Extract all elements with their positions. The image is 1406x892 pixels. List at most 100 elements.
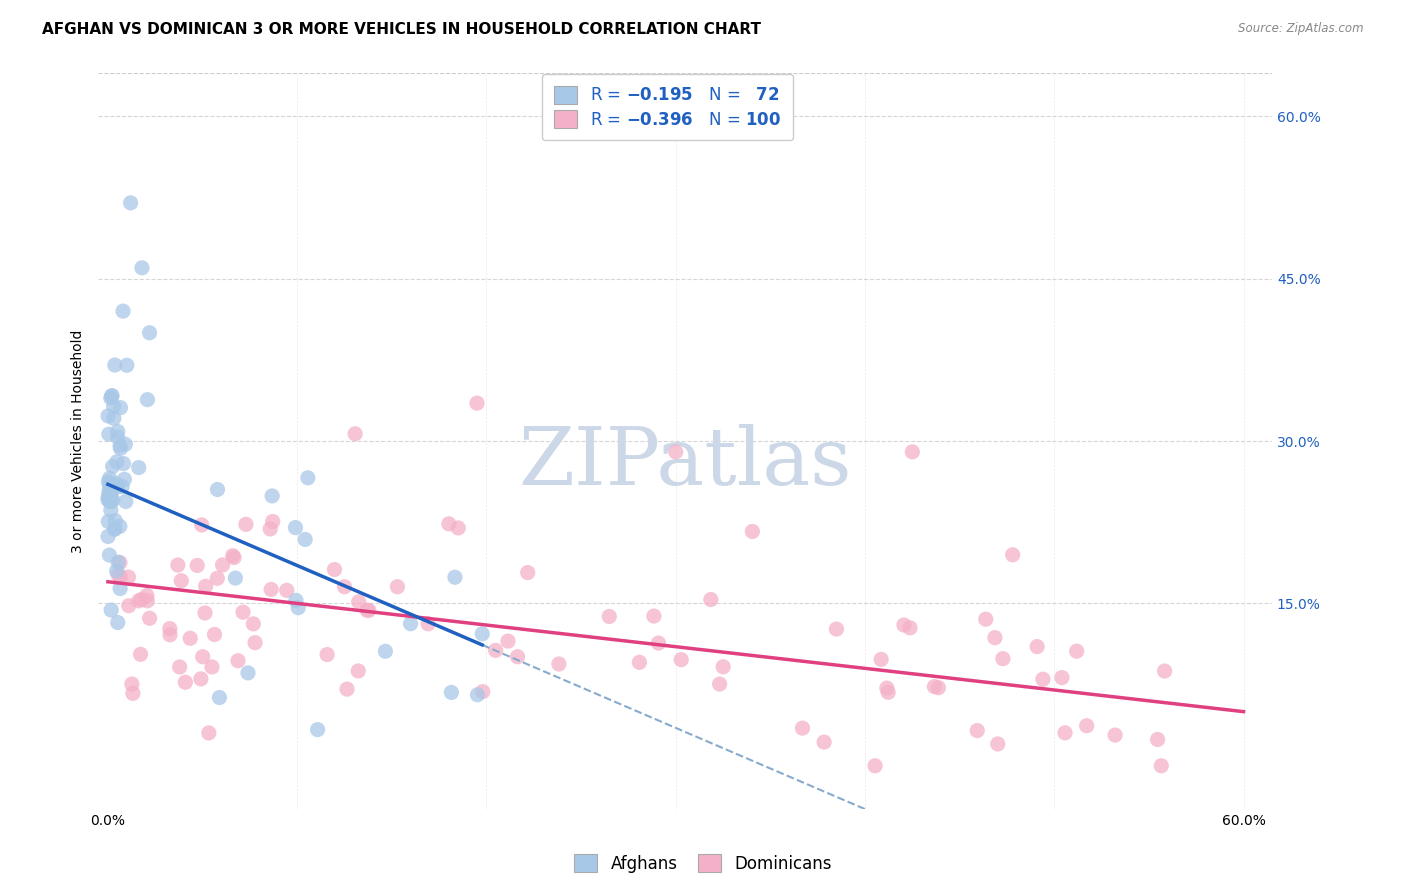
Point — [984, 631, 1007, 645]
Point — [105, 564, 128, 578]
Point — [297, 471, 319, 485]
Point — [167, 558, 190, 572]
Point — [598, 609, 620, 624]
Point — [242, 616, 264, 631]
Point — [103, 411, 125, 425]
Point — [98, 494, 121, 508]
Point — [138, 326, 160, 340]
Point — [108, 439, 131, 453]
Point — [100, 391, 122, 405]
Point — [98, 476, 121, 491]
Point — [336, 682, 359, 697]
Point — [100, 503, 122, 517]
Text: Source: ZipAtlas.com: Source: ZipAtlas.com — [1239, 22, 1364, 36]
Point — [741, 524, 763, 539]
Point — [1066, 644, 1088, 658]
Point — [260, 582, 283, 597]
Point — [104, 358, 127, 372]
Point — [98, 471, 121, 485]
Point — [211, 558, 233, 572]
Point — [222, 549, 245, 563]
Point — [191, 649, 214, 664]
Point — [444, 570, 467, 584]
Point — [792, 721, 814, 735]
Point — [471, 684, 494, 698]
Point — [347, 664, 370, 678]
Point — [97, 515, 120, 529]
Point — [901, 445, 924, 459]
Point — [284, 593, 307, 607]
Point — [876, 681, 898, 695]
Point — [548, 657, 571, 671]
Point — [112, 457, 135, 471]
Point — [974, 612, 997, 626]
Point — [1146, 732, 1168, 747]
Point — [128, 460, 150, 475]
Point — [114, 494, 136, 508]
Point — [1153, 664, 1175, 678]
Point — [136, 392, 159, 407]
Point — [399, 616, 422, 631]
Point — [118, 599, 141, 613]
Point — [316, 648, 339, 662]
Point — [471, 627, 494, 641]
Point — [235, 517, 257, 532]
Point — [323, 562, 346, 576]
Point — [117, 570, 139, 584]
Point — [387, 580, 409, 594]
Point — [440, 685, 463, 699]
Point — [987, 737, 1010, 751]
Point — [107, 430, 129, 444]
Point — [307, 723, 329, 737]
Point — [110, 570, 132, 584]
Point — [665, 445, 688, 459]
Point — [107, 615, 129, 630]
Point — [1053, 726, 1076, 740]
Point — [104, 522, 127, 536]
Point — [1150, 758, 1173, 772]
Point — [174, 675, 197, 690]
Point — [100, 603, 122, 617]
Point — [243, 635, 266, 649]
Point — [179, 632, 201, 646]
Point — [966, 723, 988, 738]
Point — [208, 690, 231, 705]
Point — [135, 589, 157, 603]
Point — [1104, 728, 1126, 742]
Point — [357, 603, 380, 617]
Point — [465, 396, 488, 410]
Point — [105, 455, 128, 469]
Point — [108, 519, 131, 533]
Point — [104, 522, 127, 536]
Point — [115, 358, 138, 372]
Point — [186, 558, 208, 573]
Point — [101, 388, 124, 402]
Point — [197, 726, 219, 740]
Point — [870, 652, 893, 666]
Text: ZIPatlas: ZIPatlas — [519, 424, 852, 502]
Point — [224, 550, 246, 565]
Point — [138, 611, 160, 625]
Point — [131, 260, 153, 275]
Point — [170, 574, 193, 588]
Point — [374, 644, 396, 658]
Point — [711, 660, 734, 674]
Point — [287, 600, 309, 615]
Point — [284, 520, 307, 534]
Point — [100, 488, 122, 502]
Point — [97, 492, 120, 507]
Point — [112, 472, 135, 486]
Point — [98, 482, 121, 496]
Point — [1001, 548, 1024, 562]
Point — [98, 548, 121, 562]
Point — [159, 622, 181, 636]
Point — [628, 656, 651, 670]
Point — [259, 522, 281, 536]
Point — [131, 592, 153, 607]
Point — [1026, 640, 1049, 654]
Point — [1050, 671, 1073, 685]
Point — [356, 603, 378, 617]
Point — [194, 579, 217, 593]
Point — [97, 529, 120, 543]
Point — [108, 556, 131, 570]
